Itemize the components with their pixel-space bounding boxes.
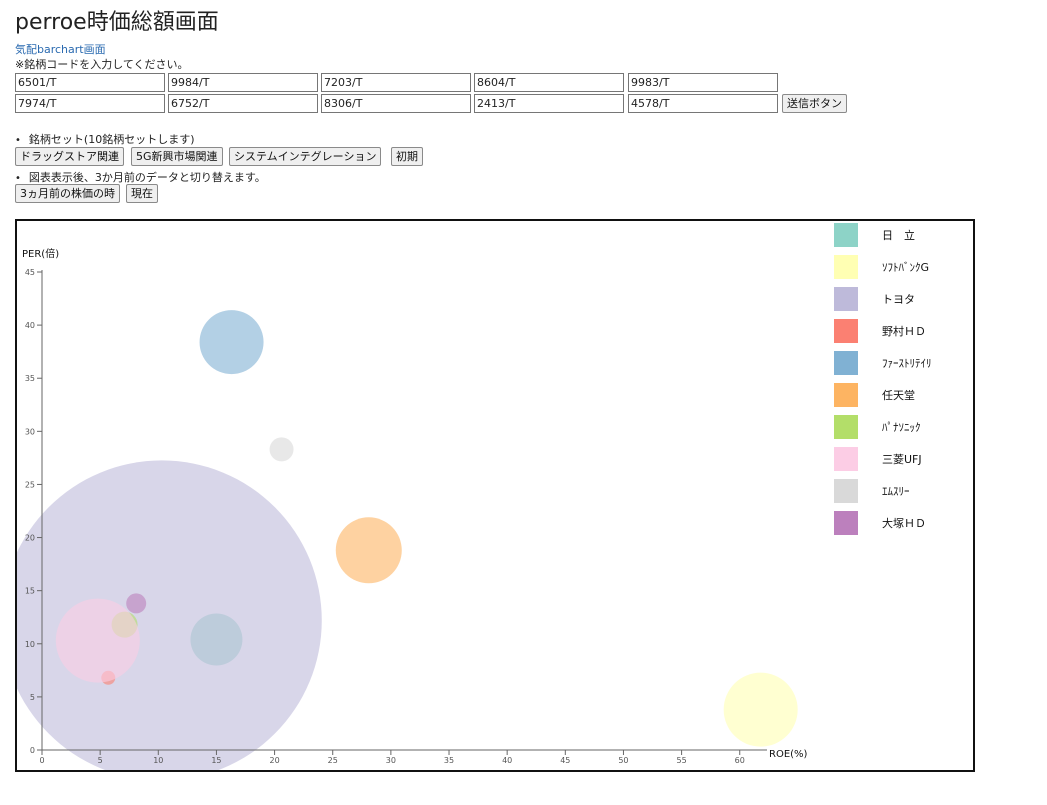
- legend-label-8: 三菱UFJ: [882, 453, 922, 466]
- code-input-2[interactable]: [168, 73, 318, 92]
- bubble-chart: 0 5 10 15 20 25 30 35 40 45 50 55 60 0 5 10 15 20 25 30 35 40…: [17, 223, 932, 770]
- y-tick-label: 15: [25, 587, 35, 596]
- x-tick-label: 35: [444, 756, 454, 765]
- y-tick-label: 30: [25, 427, 35, 436]
- set-button-drugstore[interactable]: ドラッグストア関連: [15, 147, 124, 166]
- page-title: perroe時価総額画面: [15, 10, 219, 35]
- legend-swatch-1: [834, 223, 858, 247]
- y-tick-label: 10: [25, 640, 35, 649]
- code-input-9[interactable]: [474, 94, 624, 113]
- bubble-point-9: [269, 437, 294, 462]
- axes-layer: 0 5 10 15 20 25 30 35 40 45 50 55 60 0 5 10 15 20 25 30 35 40…: [22, 247, 808, 765]
- y-tick-label: 40: [25, 321, 35, 330]
- y-tick-label: 45: [25, 268, 35, 277]
- set-button-initial[interactable]: 初期: [391, 147, 423, 166]
- legend-label-1: 日 立: [882, 228, 915, 242]
- bubble-point-5: [199, 310, 264, 375]
- legend-label-6: 任天堂: [882, 389, 915, 402]
- code-input-10[interactable]: [628, 94, 778, 113]
- bubble-point-3: [17, 460, 322, 770]
- x-tick-label: 45: [560, 756, 570, 765]
- legend-label-3: トヨタ: [882, 293, 915, 306]
- instruction-text: ※銘柄コードを入力してください。: [15, 58, 189, 71]
- x-tick-label: 25: [328, 756, 338, 765]
- x-tick-label: 5: [98, 756, 103, 765]
- toggle-label: 図表表示後、3か月前のデータと切り替えます。: [15, 169, 266, 185]
- bubble-chart-frame: 0 5 10 15 20 25 30 35 40 45 50 55 60 0 5 10 15 20 25 30 35 40…: [15, 219, 975, 772]
- x-tick-label: 15: [211, 756, 221, 765]
- legend-label-4: 野村ＨＤ: [882, 324, 926, 338]
- barchart-link[interactable]: 気配barchart画面: [15, 43, 106, 56]
- toggle-3month-button[interactable]: 3ヵ月前の株価の時: [15, 184, 120, 203]
- code-input-5[interactable]: [628, 73, 778, 92]
- set-button-si[interactable]: システムインテグレーション: [229, 147, 382, 166]
- bubble-point-8: [55, 598, 140, 683]
- legend-swatch-9: [834, 479, 858, 503]
- set-label: 銘柄セット(10銘柄セットします): [15, 131, 195, 147]
- x-tick-label: 50: [618, 756, 628, 765]
- x-tick-label: 55: [677, 756, 687, 765]
- code-input-8[interactable]: [321, 94, 471, 113]
- y-axis-label: PER(倍): [22, 247, 59, 260]
- set-button-5g[interactable]: 5G新興市場関連: [131, 147, 223, 166]
- y-tick-label: 5: [30, 693, 35, 702]
- legend-swatch-3: [834, 287, 858, 311]
- legend-swatch-6: [834, 383, 858, 407]
- send-button[interactable]: 送信ボタン: [782, 94, 847, 113]
- bubbles-layer: [17, 310, 798, 770]
- x-tick-label: 20: [269, 756, 279, 765]
- legend-label-9: ｴﾑｽﾘｰ: [882, 485, 910, 498]
- x-axis-label: ROE(%): [769, 749, 808, 760]
- x-tick-label: 40: [502, 756, 512, 765]
- code-input-1[interactable]: [15, 73, 165, 92]
- y-tick-label: 20: [25, 534, 35, 543]
- legend-swatch-7: [834, 415, 858, 439]
- legend-swatch-10: [834, 511, 858, 535]
- x-tick-label: 30: [386, 756, 396, 765]
- code-input-4[interactable]: [474, 73, 624, 92]
- y-tick-label: 35: [25, 374, 35, 383]
- legend-label-7: ﾊﾟﾅｿﾆｯｸ: [882, 421, 921, 434]
- code-input-7[interactable]: [168, 94, 318, 113]
- bubble-point-6: [335, 517, 402, 584]
- legend-label-5: ﾌｧｰｽﾄﾘﾃｲﾘ: [882, 357, 932, 370]
- x-tick-label: 60: [735, 756, 745, 765]
- bubble-point-10: [126, 593, 147, 614]
- y-tick-label: 25: [25, 480, 35, 489]
- legend-swatch-8: [834, 447, 858, 471]
- code-input-6[interactable]: [15, 94, 165, 113]
- legend-label-2: ｿﾌﾄﾊﾞﾝｸG: [882, 261, 929, 274]
- toggle-now-button[interactable]: 現在: [126, 184, 158, 203]
- legend-label-10: 大塚ＨＤ: [882, 516, 926, 530]
- x-tick-label: 0: [39, 756, 44, 765]
- legend-swatch-4: [834, 319, 858, 343]
- bubble-point-2: [723, 672, 798, 747]
- code-input-3[interactable]: [321, 73, 471, 92]
- legend-swatch-2: [834, 255, 858, 279]
- y-tick-label: 0: [30, 746, 35, 755]
- x-tick-label: 10: [153, 756, 163, 765]
- legend-swatch-5: [834, 351, 858, 375]
